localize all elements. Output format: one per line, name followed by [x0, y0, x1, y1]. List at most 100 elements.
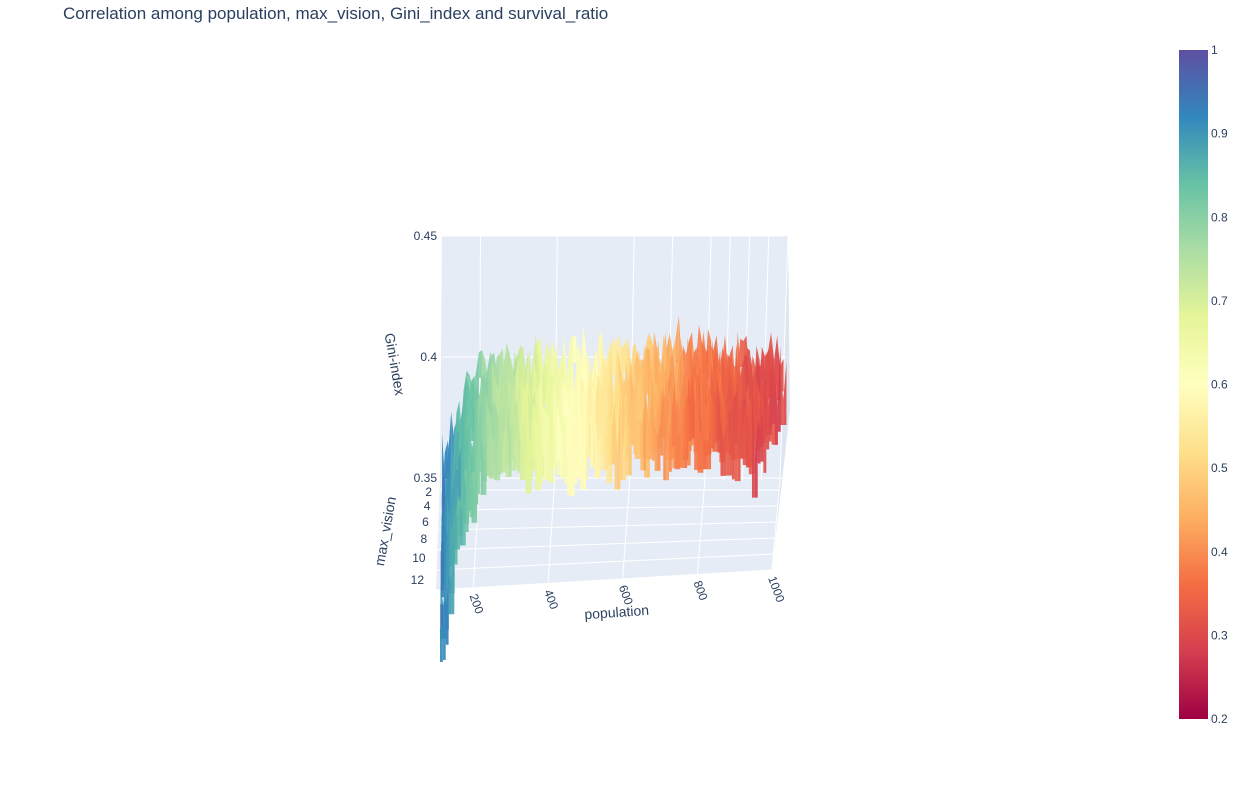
- surface-patch: [471, 375, 475, 410]
- surface-patch: [573, 335, 577, 364]
- surface-patch: [606, 385, 609, 470]
- surface-patch: [759, 355, 763, 397]
- surface-patch: [475, 352, 479, 400]
- surface-patch: [698, 324, 702, 370]
- gridline: [435, 569, 773, 591]
- surface-patch: [774, 369, 778, 445]
- surface-patch: [766, 348, 770, 386]
- surface-patch: [457, 505, 461, 550]
- surface-patch: [440, 626, 443, 663]
- surface-patch: [697, 400, 701, 473]
- surface-patch: [557, 404, 561, 459]
- gridline: [438, 505, 778, 511]
- surface-patch: [729, 393, 732, 476]
- colorbar-tick-label: 0.4: [1211, 545, 1228, 559]
- surface-patch: [757, 419, 761, 464]
- scene-floor: [436, 478, 780, 590]
- surface-patch: [711, 396, 715, 440]
- gridline: [472, 479, 481, 588]
- surface-patch: [643, 389, 647, 471]
- surface-patch: [482, 402, 486, 441]
- x-axis-tick-label: 200: [467, 592, 487, 616]
- colorbar-tick-label: 0.6: [1211, 378, 1228, 392]
- surface-patch: [478, 350, 482, 379]
- surface-patch: [686, 395, 690, 441]
- surface-patch: [463, 420, 467, 470]
- surface-patch: [769, 348, 773, 428]
- surface-patch: [440, 549, 444, 598]
- gridline: [771, 479, 781, 571]
- surface-patch: [549, 380, 553, 437]
- surface-patch: [456, 430, 459, 464]
- surface-patch: [554, 404, 558, 455]
- surface-patch: [523, 384, 526, 480]
- colorbar-tick-label: 0.9: [1211, 127, 1228, 141]
- surface-patch: [706, 397, 710, 441]
- surface-patch: [525, 384, 529, 494]
- surface-patch: [596, 373, 599, 424]
- z-axis-tick-label: 0.45: [414, 229, 438, 243]
- surface-patch: [543, 408, 546, 447]
- y-axis-tick-label: 2: [425, 485, 432, 499]
- surface-patch: [766, 394, 770, 450]
- surface-patch: [665, 393, 669, 451]
- surface-patch: [545, 412, 549, 450]
- surface-patch: [700, 403, 704, 473]
- surface-patch: [720, 418, 724, 476]
- surface-patch: [528, 424, 532, 494]
- y-axis-title: max_vision: [371, 495, 399, 567]
- surface-patch: [488, 437, 492, 479]
- surface-patch: [480, 401, 483, 441]
- surface-patch: [538, 370, 542, 419]
- surface-patch: [760, 401, 764, 462]
- surface-patch: [740, 412, 744, 459]
- surface-patch: [514, 399, 518, 439]
- z-axis-ticks: 0.35 0.4 0.45: [414, 229, 438, 485]
- colorbar-tick-label: 0.7: [1211, 294, 1228, 308]
- surface-patch: [726, 424, 730, 476]
- surface-patch: [708, 328, 712, 369]
- y-axis-tick-label: 8: [421, 532, 428, 546]
- surface-patch: [598, 330, 602, 364]
- surface-patch: [694, 400, 698, 439]
- surface-patch: [509, 384, 513, 433]
- surface-patch: [668, 412, 672, 472]
- x-axis-tick-label: 1000: [765, 574, 787, 604]
- surface-patch: [574, 442, 578, 485]
- surface-patch: [551, 420, 555, 483]
- surface-patch: [683, 395, 687, 451]
- surface-patch: [771, 358, 775, 424]
- surface-patch: [561, 353, 565, 387]
- surface-patch: [521, 376, 524, 425]
- surface-patch: [703, 403, 707, 441]
- surface-patch: [616, 395, 620, 444]
- surface-patch: [472, 431, 476, 475]
- colorbar-tick-label: 0.2: [1211, 712, 1228, 726]
- surface-patch: [677, 433, 681, 470]
- colorbar-tick-label: 0.3: [1211, 628, 1228, 642]
- chart-title: Correlation among population, max_vision…: [63, 4, 609, 23]
- surface-patch: [451, 514, 455, 615]
- surface-patch: [534, 419, 538, 458]
- z-axis-tick-label: 0.35: [414, 471, 438, 485]
- surface-patch: [448, 524, 452, 594]
- surface-patch: [754, 419, 758, 498]
- surface-patch: [474, 375, 478, 437]
- surface-patch: [500, 401, 503, 473]
- gridline: [436, 553, 774, 571]
- x-axis-tick-label: 800: [691, 579, 711, 603]
- surface-patch: [568, 425, 572, 497]
- surface-patch: [508, 426, 512, 477]
- surface-patch: [477, 401, 481, 494]
- surface-patch: [695, 373, 699, 409]
- surface-patch: [628, 390, 632, 476]
- colorbar[interactable]: [1179, 50, 1208, 719]
- surface-patch: [763, 383, 767, 473]
- surface-patch: [562, 378, 566, 424]
- surface-patch: [540, 408, 544, 484]
- gridline: [622, 479, 631, 579]
- surface-patch: [709, 396, 712, 432]
- surface-patch: [637, 379, 641, 418]
- gridline: [779, 235, 789, 481]
